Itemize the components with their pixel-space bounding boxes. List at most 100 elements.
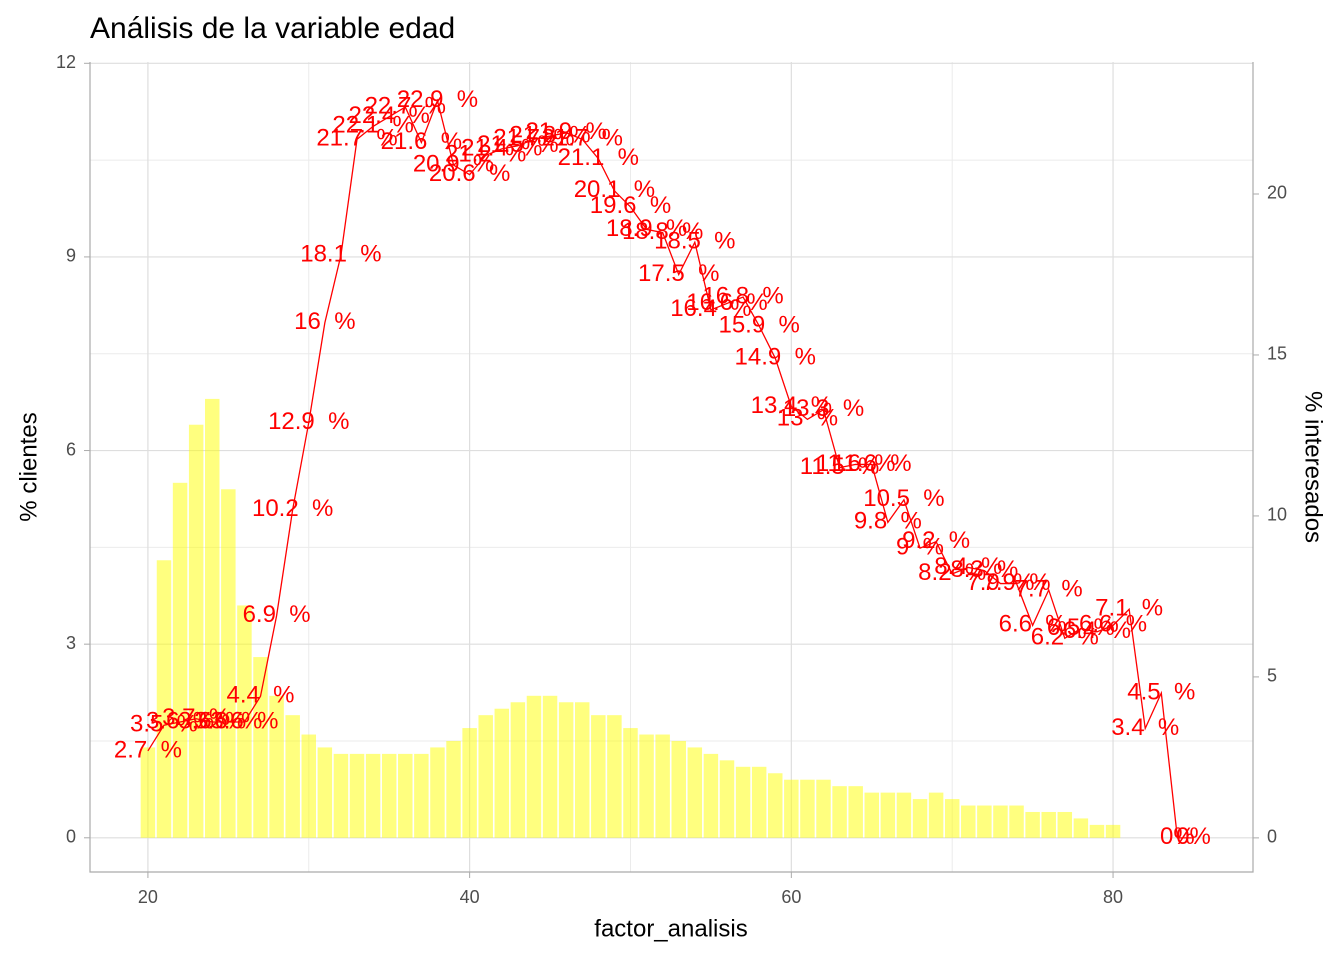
- data-label: 18.5 %: [654, 228, 735, 255]
- data-label: 3.4 %: [1111, 714, 1179, 741]
- bar: [671, 740, 686, 838]
- data-label: 6.5 %: [1047, 614, 1115, 641]
- bar: [832, 786, 847, 838]
- data-label: 9.2 %: [902, 527, 970, 554]
- bar: [848, 786, 863, 838]
- y2-tick-label: 10: [1267, 505, 1287, 525]
- bar: [719, 760, 735, 838]
- bar: [687, 747, 703, 838]
- y-tick-label: 0: [66, 827, 76, 847]
- bar: [639, 734, 654, 838]
- plot-area: 2.7 %3.5 %3.6 %3.7 %3.6 %3.6 %3.6 %4.4 %…: [114, 86, 1211, 850]
- y-tick-label: 6: [66, 439, 76, 459]
- data-label: 22.1 %: [332, 112, 413, 139]
- bar: [558, 702, 574, 838]
- data-label: 6.2 %: [1031, 624, 1099, 651]
- data-label: 11.5 %: [800, 453, 880, 480]
- data-label: 3.6 %: [210, 707, 278, 734]
- data-label: 3.7 %: [162, 704, 230, 731]
- bar: [1025, 811, 1040, 838]
- bar: [912, 799, 928, 838]
- bar: [381, 753, 397, 838]
- data-label: 21.4 %: [461, 134, 542, 161]
- data-label: 10.5 %: [863, 485, 944, 512]
- data-label: 4.5 %: [1127, 678, 1195, 705]
- data-label: 0%: [1176, 823, 1211, 850]
- bar: [977, 805, 992, 838]
- data-label: 17.5 %: [638, 260, 719, 287]
- data-label: 16.6 %: [686, 289, 767, 316]
- data-label: 18.8 %: [622, 218, 703, 245]
- bar: [526, 695, 542, 838]
- data-label: 3.6 %: [194, 707, 262, 734]
- bar: [414, 753, 429, 838]
- bar: [1089, 824, 1105, 838]
- bar: [188, 424, 204, 838]
- data-label: 21.7 %: [493, 125, 574, 152]
- bar: [703, 753, 719, 838]
- data-label: 16.4 %: [670, 295, 751, 322]
- bar: [607, 715, 622, 838]
- data-label: 15.9 %: [718, 311, 799, 338]
- data-label: 19.6 %: [590, 192, 671, 219]
- data-label: 20.1 %: [574, 176, 655, 203]
- data-label: 7.7 %: [1015, 575, 1083, 602]
- data-label: 21.8 %: [509, 121, 590, 148]
- data-label: 14.9 %: [735, 344, 816, 371]
- data-label: 0%: [1160, 823, 1195, 850]
- data-label: 6.6 %: [1079, 611, 1147, 638]
- chart-title: Análisis de la variable edad: [90, 12, 455, 45]
- data-label: 8.3 %: [950, 556, 1018, 583]
- bar: [269, 695, 284, 838]
- bar: [864, 792, 880, 838]
- y2-tick-label: 15: [1267, 344, 1287, 364]
- bar: [655, 734, 670, 838]
- bar: [301, 734, 317, 838]
- data-label: 20.9 %: [413, 150, 494, 177]
- x-tick-label: 40: [460, 887, 480, 907]
- data-label: 22.7 %: [365, 92, 446, 119]
- y2-tick-label: 5: [1267, 666, 1277, 686]
- data-label: 21.1 %: [558, 144, 639, 171]
- bar: [365, 753, 381, 838]
- y-axis-label: % clientes: [15, 412, 42, 521]
- data-label: 20.6 %: [429, 160, 510, 187]
- panel-border: [89, 62, 1254, 873]
- data-label: 21.9 %: [525, 118, 606, 145]
- bar: [880, 792, 896, 838]
- bar: [478, 715, 493, 838]
- data-label: 8.2 %: [918, 559, 986, 586]
- line: [147, 98, 1194, 839]
- data-label: 8.4 %: [934, 553, 1002, 580]
- x-tick-label: 20: [138, 887, 158, 907]
- data-label: 22.9 %: [397, 86, 478, 113]
- bar: [1073, 818, 1089, 838]
- data-label: 6.4 %: [1063, 617, 1131, 644]
- data-label: 13.4 %: [751, 392, 832, 419]
- data-label: 22.4 %: [348, 102, 429, 129]
- bar: [574, 702, 590, 838]
- bar: [398, 753, 413, 838]
- data-label: 21.2 %: [445, 141, 526, 168]
- data-label: 3.5 %: [130, 711, 198, 738]
- data-label: 2.7 %: [114, 736, 182, 763]
- data-label: 11.6 %: [832, 450, 912, 477]
- bar: [446, 740, 461, 838]
- data-label: 21.7 %: [316, 125, 397, 152]
- data-label: 18.9 %: [606, 215, 687, 242]
- y2-axis-label: % interesados: [1300, 391, 1327, 543]
- y-tick-label: 3: [66, 633, 76, 653]
- bar: [349, 753, 365, 838]
- data-label: 13 %: [777, 405, 838, 432]
- data-label: 6.9 %: [243, 601, 311, 628]
- bar: [816, 779, 831, 838]
- data-label: 6.6 %: [999, 611, 1067, 638]
- bar: [205, 398, 220, 838]
- bar: [542, 695, 558, 838]
- bar: [961, 805, 976, 838]
- bar: [462, 728, 477, 838]
- bar: [285, 715, 300, 838]
- data-label: 7.1 %: [1095, 595, 1163, 622]
- data-label: 12.9 %: [268, 408, 349, 435]
